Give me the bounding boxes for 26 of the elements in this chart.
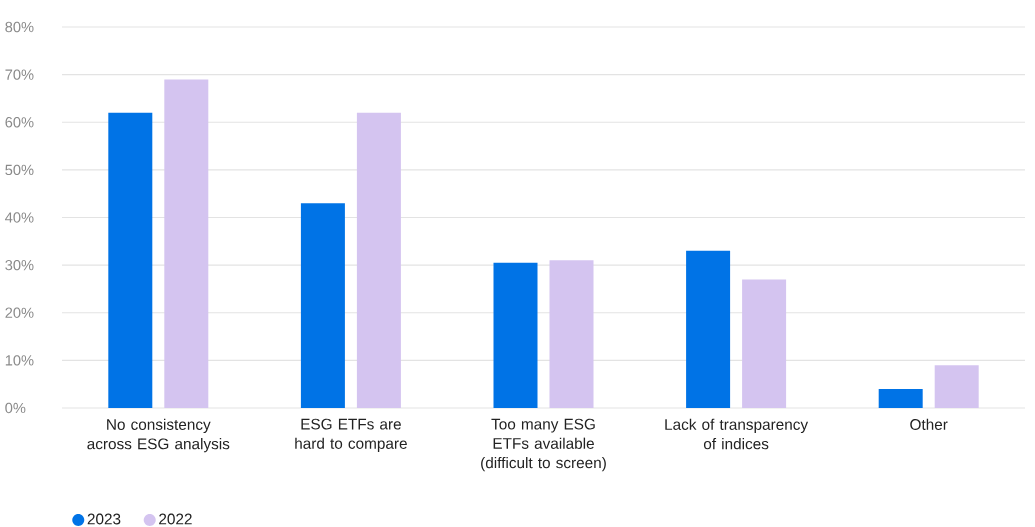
bar <box>108 112 153 408</box>
legend-label: 2023 <box>87 513 121 525</box>
x-tick-label: No consistency across ESG analysis <box>87 418 230 453</box>
bar <box>300 203 345 408</box>
y-tick-label: 80% <box>5 21 34 33</box>
y-tick-label: 40% <box>5 212 34 223</box>
y-tick-label: 20% <box>5 307 34 318</box>
y-tick-label: 10% <box>5 355 34 366</box>
bar <box>356 112 401 408</box>
bar <box>878 388 923 408</box>
x-tick-label: Other <box>910 418 948 430</box>
y-tick-label: 70% <box>5 69 34 80</box>
x-tick-label: ESG ETFs are hard to compare <box>295 418 407 452</box>
bar <box>934 365 979 408</box>
x-tick-label: Lack of transparency of indices <box>665 418 809 450</box>
x-tick-label: Too many ESG ETFs available (difficult to screen) <box>481 418 606 472</box>
legend-label: 2022 <box>159 513 192 525</box>
bar <box>742 279 787 408</box>
y-tick-label: 60% <box>5 117 34 128</box>
bar <box>164 79 209 408</box>
bar <box>493 262 538 408</box>
bar <box>549 260 594 408</box>
y-tick-label: 0% <box>5 402 26 414</box>
y-tick-label: 50% <box>5 164 34 176</box>
y-tick-label: 30% <box>5 259 34 271</box>
bar <box>686 250 731 408</box>
